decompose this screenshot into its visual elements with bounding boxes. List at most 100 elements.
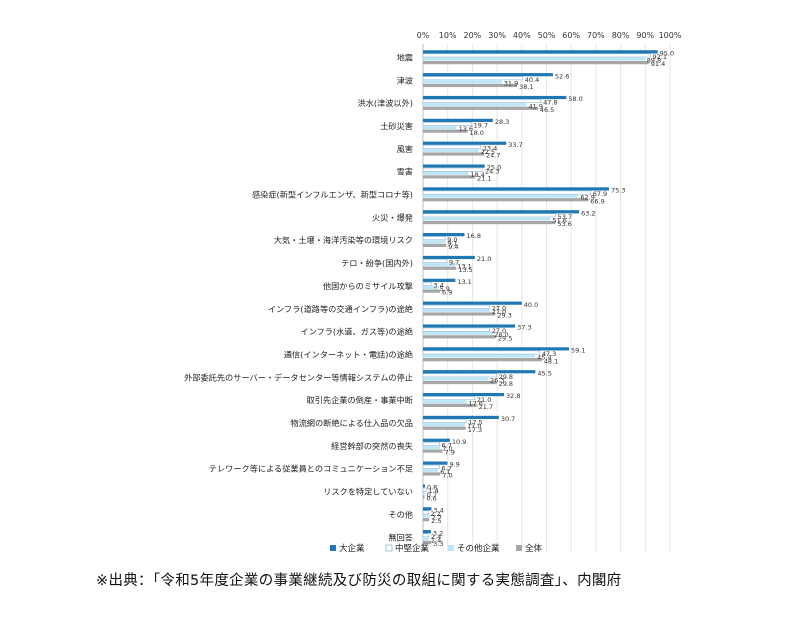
data-label: 28.0	[494, 331, 508, 339]
bar	[423, 171, 469, 175]
bar	[423, 278, 456, 282]
x-tick-label: 100%	[659, 31, 682, 40]
bar	[423, 380, 497, 385]
bar	[423, 50, 658, 54]
data-label: 6.9	[442, 289, 452, 297]
bar	[423, 403, 477, 407]
bar	[422, 144, 482, 149]
bar	[423, 331, 493, 335]
data-label: 2.4	[431, 536, 441, 544]
data-label: 40.4	[525, 76, 539, 84]
data-label: 9.1	[447, 239, 457, 247]
data-label: 29.8	[499, 380, 513, 388]
bar	[423, 484, 425, 488]
data-label: 95.0	[660, 49, 674, 57]
data-label: 1.4	[428, 487, 438, 495]
bar	[423, 198, 589, 202]
bar	[423, 148, 479, 153]
category-label: 経営幹部の突然の喪失	[331, 441, 413, 451]
bar	[423, 263, 456, 267]
data-label: 7.9	[445, 449, 455, 457]
bar	[422, 122, 472, 126]
data-label: 19.7	[474, 122, 488, 130]
data-label: 47.3	[542, 350, 556, 358]
data-label: 16.8	[466, 232, 480, 240]
x-tick-label: 30%	[488, 31, 506, 40]
bar	[423, 537, 429, 541]
data-label: 26.3	[490, 377, 504, 385]
legend-swatch	[448, 545, 454, 551]
bar	[423, 308, 490, 312]
bar	[422, 259, 448, 263]
data-label: 18.4	[470, 171, 484, 179]
category-label: 地震	[397, 52, 413, 62]
x-tick-label: 10%	[439, 31, 457, 40]
data-label: 67.9	[593, 190, 607, 198]
data-label: 6.7	[442, 464, 452, 472]
bar	[423, 449, 443, 453]
data-label: 6.7	[442, 441, 452, 449]
data-label: 0.7	[427, 491, 437, 499]
data-label: 2.2	[430, 510, 440, 518]
data-label: 41.9	[528, 102, 542, 110]
bar	[423, 187, 609, 191]
bar	[423, 255, 475, 260]
data-label: 75.3	[611, 187, 625, 195]
bar	[422, 213, 556, 218]
category-label: 火災・爆発	[372, 212, 413, 222]
bar	[423, 285, 438, 290]
legend-swatch	[330, 545, 336, 551]
data-label: 5.9	[440, 285, 450, 293]
data-label: 63.2	[581, 209, 595, 217]
bar	[423, 491, 425, 495]
data-label: 9.7	[449, 259, 459, 267]
bar	[423, 301, 522, 305]
category-label: 取引先企業の倒産・事業中断	[307, 395, 413, 405]
bar	[422, 442, 440, 446]
data-label: 17.0	[467, 422, 481, 430]
category-label: リスクを特定していない	[323, 487, 413, 497]
data-label: 89.8	[647, 57, 661, 65]
category-label: 物流網の断絶による仕入品の欠品	[290, 418, 413, 428]
x-tick-label: 20%	[464, 31, 482, 40]
category-label: 洪水(津波以外)	[357, 98, 413, 108]
x-tick-label: 90%	[636, 31, 654, 40]
bar	[422, 304, 490, 309]
data-label: 66.9	[590, 197, 604, 205]
data-label: 25.0	[487, 164, 501, 172]
bar	[422, 327, 490, 332]
bar	[423, 530, 431, 534]
bar	[422, 373, 497, 378]
data-label: 29.5	[498, 334, 512, 342]
bar	[422, 236, 446, 241]
category-label: 通信(インターネット・電話)の途絶	[284, 349, 413, 359]
source-note: ※出典：「令和5年度企業の事業継続及び防災の取組に関する実態調査」、内閣府	[96, 573, 622, 589]
bar	[423, 312, 496, 316]
data-label: 22.5	[481, 148, 495, 156]
data-label: 9.9	[449, 461, 459, 469]
data-label: 53.7	[558, 213, 572, 221]
data-label: 45.4	[537, 354, 551, 362]
legend-swatch	[385, 544, 393, 552]
category-label: 風害	[397, 144, 413, 154]
bar	[423, 518, 430, 522]
bar	[422, 350, 541, 355]
bar	[423, 415, 499, 420]
data-label: 33.7	[508, 141, 522, 149]
bar	[423, 83, 518, 88]
data-label: 18.0	[469, 129, 483, 137]
bar	[423, 118, 493, 122]
data-label: 23.4	[483, 144, 497, 152]
data-label: 45.5	[537, 369, 551, 377]
x-axis-ticks: 0% 10% 20% 30% 40% 50% 60% 70% 80% 90% 100%	[417, 31, 682, 40]
bar	[423, 495, 425, 499]
data-label: 2.4	[431, 533, 441, 541]
bar	[423, 106, 538, 110]
bar	[422, 419, 467, 423]
bar	[422, 282, 432, 286]
bar	[423, 61, 649, 65]
data-label: 21.0	[477, 255, 491, 263]
data-label: 13.1	[457, 278, 471, 286]
bar	[423, 129, 468, 133]
data-label: 17.3	[468, 426, 482, 434]
